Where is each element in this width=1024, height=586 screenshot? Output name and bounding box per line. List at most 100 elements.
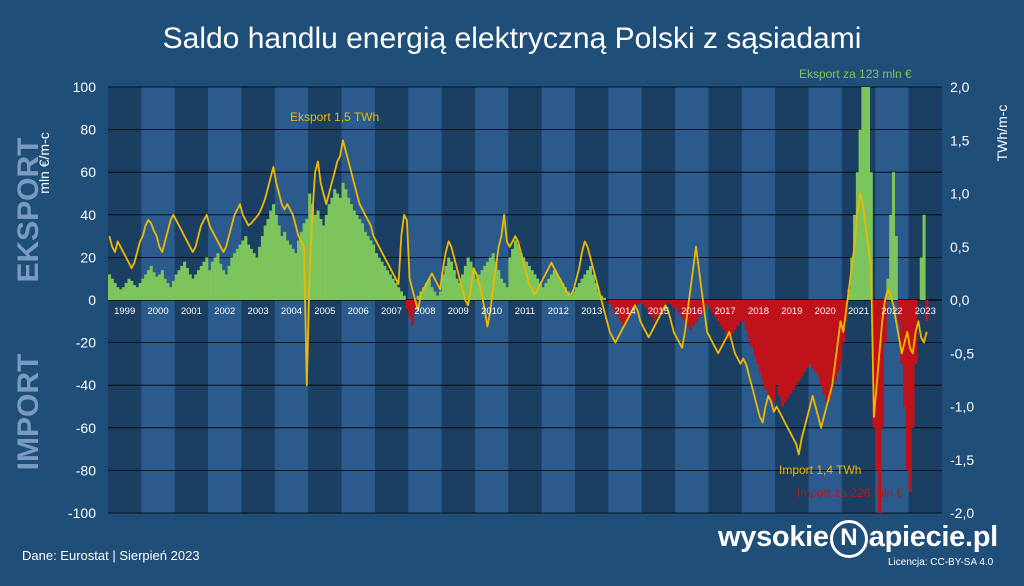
bar — [900, 300, 904, 364]
year-label: 2012 — [548, 306, 569, 317]
bar — [183, 261, 187, 300]
bar — [488, 257, 492, 300]
bar — [822, 300, 826, 394]
bar — [808, 300, 812, 364]
bar — [299, 231, 303, 300]
bar — [491, 253, 495, 300]
bar — [825, 300, 829, 403]
bar — [580, 278, 584, 300]
bar — [789, 300, 793, 394]
bar — [861, 87, 865, 300]
bar — [622, 300, 626, 326]
bar — [783, 300, 787, 403]
bar — [135, 287, 139, 300]
year-label: 2001 — [181, 306, 202, 317]
right-tick-label: 0,5 — [950, 239, 970, 255]
bar — [708, 300, 712, 309]
bar — [680, 300, 684, 318]
bar — [739, 300, 743, 322]
bar — [141, 278, 145, 300]
bar — [588, 265, 593, 300]
right-tick-label: 2,0 — [950, 79, 970, 95]
bar — [497, 270, 501, 300]
bar — [575, 287, 579, 300]
bar — [233, 253, 237, 300]
bar — [761, 300, 765, 381]
left-tick-label: 40 — [80, 207, 96, 223]
year-label: 2010 — [481, 306, 502, 317]
license: Licencja: CC-BY-SA 4.0 — [888, 557, 994, 568]
bar — [683, 300, 687, 322]
bar — [716, 300, 720, 322]
left-tick-label: 20 — [80, 249, 96, 265]
bar — [664, 300, 668, 305]
bar — [188, 274, 192, 300]
bar — [730, 300, 734, 335]
bar — [597, 291, 601, 300]
bar — [903, 300, 907, 407]
bar — [725, 300, 729, 335]
bar — [769, 300, 773, 398]
data-source: Dane: Eurostat | Sierpień 2023 — [22, 548, 200, 563]
bar — [627, 300, 631, 318]
bar — [210, 261, 214, 300]
bar — [828, 300, 832, 398]
bar — [780, 300, 784, 407]
bar — [386, 270, 390, 300]
bar — [925, 300, 929, 322]
bar — [547, 278, 551, 300]
bar — [146, 270, 150, 300]
bar — [288, 244, 292, 300]
bar — [594, 282, 598, 300]
bar — [322, 225, 326, 300]
bar — [263, 225, 267, 300]
bar — [330, 197, 334, 300]
right-tick-label: -2,0 — [950, 505, 974, 521]
bar — [441, 274, 445, 300]
logo-prefix: wysokie — [718, 521, 829, 553]
bar — [566, 291, 570, 300]
left-tick-label: 60 — [80, 164, 96, 180]
bar — [669, 300, 673, 305]
bar — [160, 270, 164, 300]
bar — [619, 300, 623, 322]
bar — [505, 287, 509, 300]
bar — [805, 300, 809, 369]
right-axis-ticks: 2,0 1,5 1,0 0,5 0,0 -0,5 -1,0 -1,5 -2,0 — [950, 79, 974, 521]
bar — [108, 274, 112, 300]
right-tick-label: -1,0 — [950, 399, 974, 415]
year-label: 2023 — [915, 306, 936, 317]
bar — [216, 253, 220, 300]
bar — [641, 300, 645, 305]
bar — [625, 300, 629, 322]
bar — [333, 189, 337, 300]
bar — [227, 265, 231, 300]
right-tick-label: -0,5 — [950, 345, 974, 361]
bar — [880, 300, 884, 428]
bar — [180, 265, 184, 300]
bar — [402, 295, 406, 300]
bar — [449, 261, 454, 300]
bar — [905, 300, 909, 471]
bar — [427, 278, 431, 300]
bar — [405, 300, 409, 309]
bar — [891, 172, 896, 300]
bar — [247, 244, 251, 300]
bar — [238, 244, 242, 300]
bar — [258, 246, 262, 300]
bar — [422, 287, 426, 300]
bar — [772, 300, 776, 403]
bar — [883, 300, 887, 343]
bar — [755, 300, 759, 364]
annotation-import-twh: Import 1,4 TWh — [779, 463, 861, 477]
bar — [819, 300, 823, 386]
year-label: 2017 — [715, 306, 736, 317]
left-axis-label: mln €/m-c — [36, 132, 52, 193]
bar — [455, 278, 459, 300]
year-label: 2009 — [448, 306, 469, 317]
bar — [149, 265, 153, 300]
bar — [138, 282, 142, 300]
bar — [285, 240, 289, 300]
bar — [513, 240, 517, 300]
